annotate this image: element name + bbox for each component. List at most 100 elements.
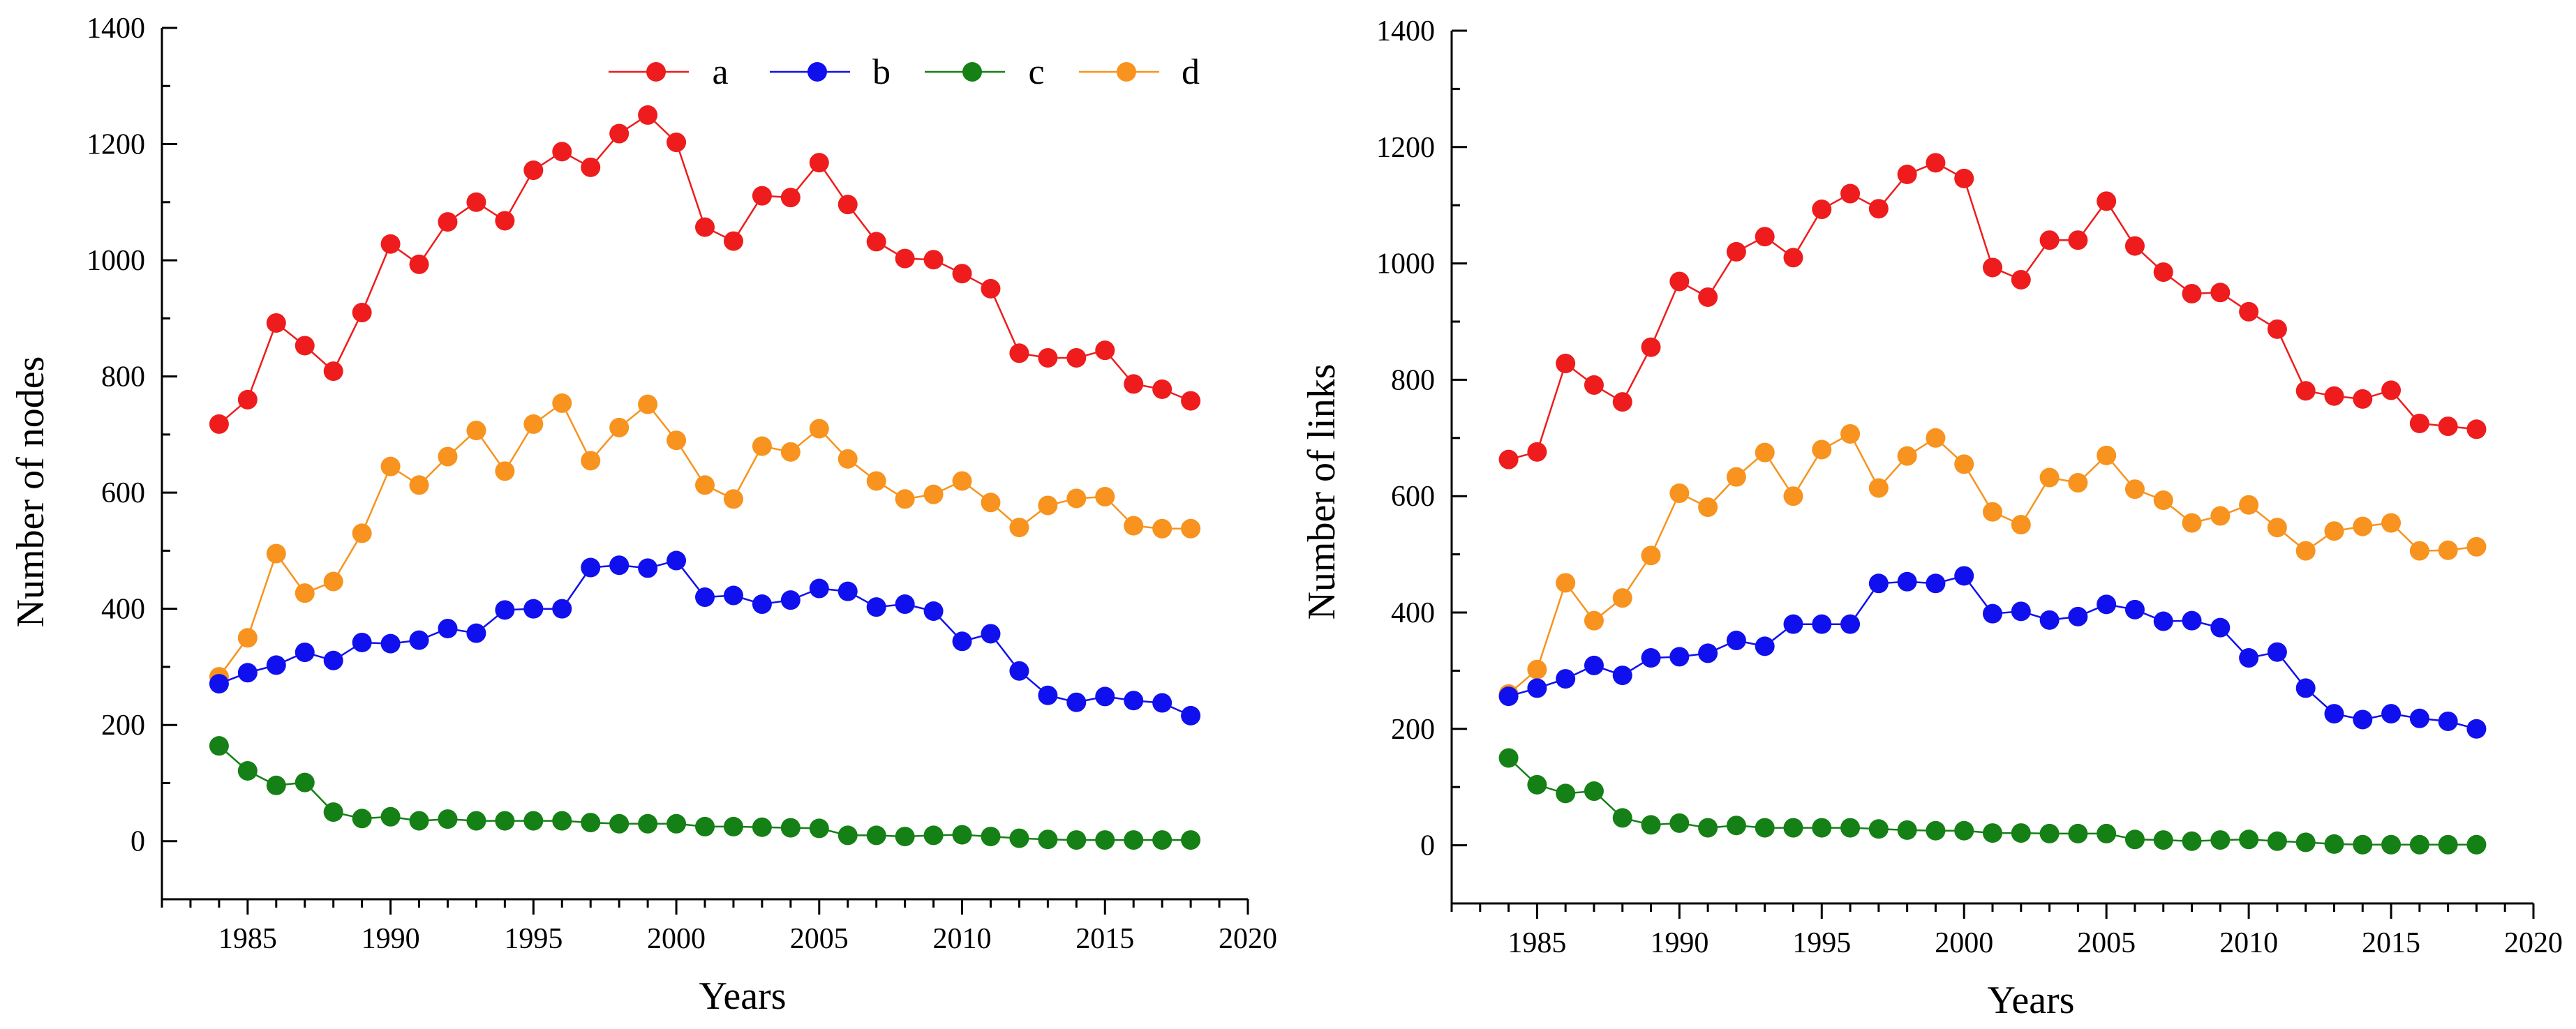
data-point-b bbox=[209, 674, 229, 694]
data-point-d bbox=[866, 471, 886, 491]
data-point-d bbox=[895, 489, 915, 509]
data-point-a bbox=[209, 414, 229, 434]
data-point-a bbox=[438, 212, 458, 232]
data-point-d bbox=[1897, 446, 1917, 466]
data-point-b bbox=[2466, 719, 2487, 739]
data-point-d bbox=[409, 475, 429, 495]
data-point-b bbox=[1698, 643, 1718, 663]
y-axis-title-links: Number of links bbox=[1300, 363, 1343, 619]
data-point-c bbox=[323, 802, 343, 823]
data-point-c bbox=[2068, 823, 2088, 843]
data-point-c bbox=[2124, 829, 2145, 850]
data-point-a bbox=[1954, 168, 1974, 188]
data-point-d bbox=[1066, 488, 1087, 509]
y-tick-label-nodes: 1200 bbox=[87, 129, 145, 161]
data-point-c bbox=[866, 825, 886, 846]
data-point-b bbox=[780, 590, 801, 610]
data-point-c bbox=[209, 736, 229, 756]
data-point-b bbox=[1669, 647, 1690, 667]
data-point-b bbox=[1584, 655, 1604, 675]
data-point-d bbox=[723, 489, 743, 509]
y-tick-label-nodes: 600 bbox=[101, 477, 145, 509]
data-point-c bbox=[923, 825, 944, 846]
data-point-c bbox=[1124, 830, 1144, 850]
data-point-d bbox=[2011, 515, 2031, 535]
data-point-a bbox=[266, 313, 286, 333]
data-point-a bbox=[1726, 241, 1746, 262]
data-point-b bbox=[1783, 614, 1803, 634]
data-point-a bbox=[809, 153, 829, 173]
data-point-d bbox=[1868, 478, 1889, 498]
data-point-d bbox=[1641, 546, 1661, 566]
data-point-d bbox=[695, 475, 715, 495]
data-point-b bbox=[266, 655, 286, 675]
y-tick-label-nodes: 0 bbox=[131, 826, 145, 858]
data-point-b bbox=[323, 650, 343, 670]
x-tick-label-links: 1990 bbox=[1650, 927, 1708, 959]
data-point-b bbox=[2011, 601, 2031, 622]
data-point-a bbox=[2182, 283, 2202, 303]
data-point-a bbox=[1612, 392, 1632, 412]
data-point-c bbox=[1812, 818, 1832, 838]
data-point-c bbox=[1926, 820, 1946, 841]
data-point-b bbox=[1498, 686, 1519, 707]
data-point-c bbox=[1726, 816, 1746, 836]
data-point-b bbox=[2153, 611, 2173, 631]
data-point-b bbox=[1009, 661, 1029, 681]
data-point-d bbox=[609, 417, 630, 437]
data-point-d bbox=[2353, 516, 2373, 536]
data-point-b bbox=[1181, 705, 1201, 726]
data-point-c bbox=[295, 772, 315, 793]
data-point-b bbox=[2438, 711, 2458, 731]
data-point-a bbox=[1783, 248, 1803, 268]
data-point-c bbox=[2182, 831, 2202, 851]
data-point-a bbox=[323, 361, 343, 382]
data-point-c bbox=[1095, 830, 1115, 850]
data-point-d bbox=[2124, 479, 2145, 500]
data-point-c bbox=[466, 811, 486, 831]
legend-entry-c: c bbox=[925, 52, 1045, 92]
data-point-d bbox=[2182, 513, 2202, 533]
data-point-d bbox=[438, 446, 458, 467]
data-point-c bbox=[2210, 830, 2231, 850]
data-point-d bbox=[1954, 454, 1974, 474]
data-point-d bbox=[1698, 497, 1718, 518]
data-point-d bbox=[1009, 518, 1029, 538]
data-point-c bbox=[2011, 823, 2031, 843]
data-point-c bbox=[1152, 830, 1172, 850]
data-point-d bbox=[2153, 490, 2173, 511]
data-point-b bbox=[2068, 606, 2088, 626]
legend-marker-c bbox=[962, 62, 982, 82]
data-point-a bbox=[1698, 287, 1718, 307]
data-point-c bbox=[780, 818, 801, 838]
data-point-a bbox=[1840, 183, 1861, 204]
data-point-b bbox=[2353, 709, 2373, 730]
data-point-a bbox=[2438, 416, 2458, 437]
data-point-b bbox=[2267, 642, 2287, 662]
data-point-b bbox=[2210, 617, 2231, 638]
data-point-b bbox=[1812, 614, 1832, 634]
data-point-a bbox=[1038, 347, 1058, 368]
data-point-d bbox=[667, 430, 687, 451]
series-c-links bbox=[1498, 748, 2487, 855]
data-point-c bbox=[2409, 834, 2429, 855]
data-point-b bbox=[923, 601, 944, 621]
data-point-c bbox=[2438, 834, 2458, 855]
data-point-c bbox=[2267, 831, 2287, 851]
data-point-b bbox=[2239, 648, 2259, 668]
data-point-b bbox=[2097, 594, 2117, 615]
y-tick-label-nodes: 800 bbox=[101, 361, 145, 393]
data-point-c bbox=[1954, 820, 1974, 841]
data-point-d bbox=[2097, 445, 2117, 465]
data-point-a bbox=[780, 188, 801, 208]
x-tick-label-nodes: 1990 bbox=[362, 923, 420, 955]
data-point-b bbox=[1152, 693, 1172, 713]
data-point-c bbox=[1556, 783, 1576, 804]
data-point-b bbox=[1726, 631, 1746, 651]
data-point-a bbox=[380, 234, 401, 254]
data-point-c bbox=[1181, 830, 1201, 850]
data-point-c bbox=[2381, 834, 2402, 855]
data-point-b bbox=[380, 633, 401, 654]
data-point-a bbox=[409, 254, 429, 274]
